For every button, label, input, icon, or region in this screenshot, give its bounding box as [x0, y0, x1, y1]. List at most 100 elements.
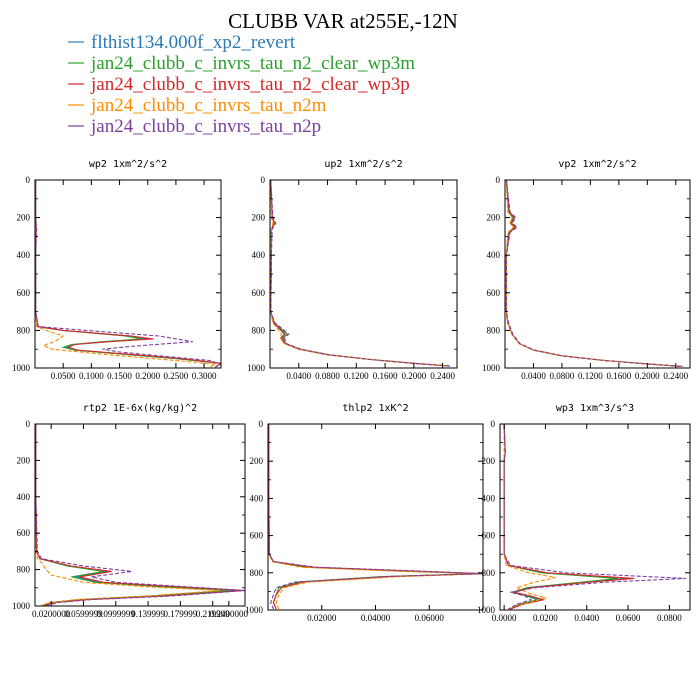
x-tick-label: 0.0400: [521, 371, 546, 381]
x-tick-label: 0.1200: [344, 371, 369, 381]
x-tick-label: 0.0500: [51, 371, 76, 381]
legend-entry: jan24_clubb_c_invrs_tau_n2_clear_wp3p: [68, 74, 410, 95]
x-tick-label: 0.2400: [663, 371, 688, 381]
x-tick-label: 0.0800: [550, 371, 575, 381]
y-tick-label: 800: [487, 325, 501, 335]
series-line: [270, 180, 450, 367]
x-tick-label: 0.1500: [107, 371, 132, 381]
series-line: [35, 180, 221, 368]
x-tick-label: 0.0800: [315, 371, 340, 381]
legend-entry: flthist134.000f_xp2_revert: [68, 32, 296, 53]
panel-5: thlp2 1xK^2 0 200 400 600 800 1000 0.02000 0.040…: [245, 403, 484, 623]
x-tick-label: 0.02000: [307, 613, 337, 623]
y-tick-label: 0: [261, 175, 266, 185]
panel-1: wp2 1xm^2/s^2 0 200 400 600 800 1000 0.0500 0.10…: [12, 159, 222, 381]
x-tick-label: 0.2400000: [210, 609, 249, 619]
y-tick-label: 200: [482, 456, 496, 466]
y-tick-label: 600: [487, 288, 501, 298]
x-tick-label: 0.139999: [131, 609, 165, 619]
x-tick-label: 0.0400: [574, 613, 599, 623]
y-tick-label: 200: [17, 213, 31, 223]
series-line: [505, 180, 683, 368]
series-line: [35, 424, 245, 606]
panel-title: wp2 1xm^2/s^2: [89, 159, 167, 170]
series-group: [35, 424, 245, 606]
series-line: [505, 180, 683, 368]
series-group: [35, 180, 221, 368]
y-tick-label: 1000: [12, 363, 31, 373]
y-tick-label: 1000: [482, 363, 501, 373]
panel-title: up2 1xm^2/s^2: [324, 159, 402, 170]
x-tick-label: 0.2000: [401, 371, 426, 381]
series-line: [270, 180, 450, 367]
x-tick-label: 0.3000: [192, 371, 217, 381]
series-line: [270, 180, 450, 367]
plot-frame: [504, 179, 691, 369]
y-tick-label: 400: [482, 493, 496, 503]
series-group: [505, 180, 683, 368]
y-tick-label: 600: [17, 528, 31, 538]
series-line: [503, 424, 556, 610]
series-line: [503, 424, 635, 610]
y-tick-label: 1000: [12, 601, 31, 611]
x-tick-label: 0.0600: [616, 613, 641, 623]
y-tick-label: 200: [250, 456, 264, 466]
y-tick-label: 800: [250, 568, 264, 578]
x-tick-label: 0.1600: [373, 371, 398, 381]
y-tick-label: 600: [252, 288, 266, 298]
y-tick-label: 0: [496, 175, 501, 185]
y-tick-label: 200: [252, 213, 266, 223]
y-tick-label: 0: [26, 419, 31, 429]
x-tick-label: 0.219999: [196, 609, 230, 619]
panel-3: vp2 1xm^2/s^2 0 200 400 600 800 1000 0.0400 0.08…: [482, 159, 691, 381]
y-tick-label: 600: [250, 531, 264, 541]
series-line: [35, 180, 218, 368]
legend: flthist134.000f_xp2_revertjan24_clubb_c_…: [68, 32, 415, 137]
legend-entry: jan24_clubb_c_invrs_tau_n2_clear_wp3m: [68, 53, 415, 74]
y-tick-label: 400: [17, 492, 31, 502]
panels: wp2 1xm^2/s^2 0 200 400 600 800 1000 0.0500 0.10…: [12, 159, 691, 623]
legend-label: jan24_clubb_c_invrs_tau_n2m: [90, 95, 327, 116]
panel-title: thlp2 1xK^2: [342, 403, 408, 414]
series-line: [35, 424, 221, 606]
series-line: [505, 180, 683, 368]
x-tick-label: 0.0200000: [32, 609, 71, 619]
series-group: [503, 424, 686, 610]
panel-2: up2 1xm^2/s^2 0 200 400 600 800 1000 0.0400 0.08…: [247, 159, 458, 381]
series-line: [35, 424, 245, 606]
y-tick-label: 800: [17, 565, 31, 575]
series-line: [505, 180, 683, 368]
y-tick-label: 0: [26, 175, 31, 185]
plot-frame: [34, 423, 246, 607]
legend-label: jan24_clubb_c_invrs_tau_n2p: [90, 116, 321, 137]
series-line: [268, 424, 483, 610]
legend-label: flthist134.000f_xp2_revert: [91, 32, 296, 53]
panel-title: wp3 1xm^3/s^3: [556, 403, 634, 414]
plot-frame: [269, 179, 458, 369]
x-tick-label: 0.1600: [606, 371, 631, 381]
x-tick-label: 0.2400: [430, 371, 455, 381]
legend-label: jan24_clubb_c_invrs_tau_n2_clear_wp3p: [90, 74, 410, 95]
y-tick-label: 1000: [245, 605, 264, 615]
y-tick-label: 200: [487, 213, 501, 223]
panel-title: rtp2 1E-6x(kg/kg)^2: [83, 403, 197, 414]
panel-title: vp2 1xm^2/s^2: [558, 159, 636, 170]
y-tick-label: 400: [252, 250, 266, 260]
series-line: [503, 424, 629, 610]
x-tick-label: 0.2500: [164, 371, 189, 381]
y-tick-label: 0: [491, 419, 496, 429]
x-tick-label: 0.0000: [492, 613, 517, 623]
series-line: [505, 180, 683, 368]
x-tick-label: 0.0599999: [64, 609, 103, 619]
legend-entry: jan24_clubb_c_invrs_tau_n2m: [68, 95, 327, 116]
x-tick-label: 0.1200: [578, 371, 603, 381]
series-group: [268, 424, 483, 610]
series-line: [35, 180, 221, 368]
x-tick-label: 0.0800: [657, 613, 682, 623]
x-tick-label: 0.179999: [164, 609, 198, 619]
series-line: [503, 424, 686, 610]
series-line: [270, 180, 450, 367]
figure-title: CLUBB VAR at255E,-12N: [228, 9, 458, 33]
